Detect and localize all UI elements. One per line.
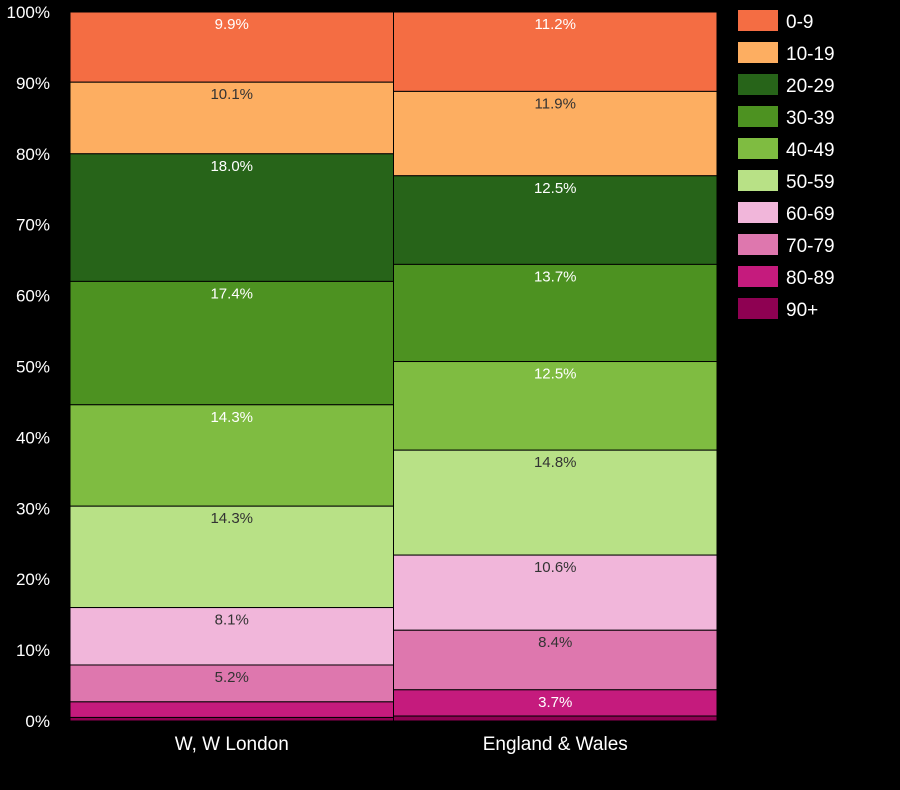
bar-segment (69, 81, 394, 155)
bar-value-label: 14.3% (210, 510, 253, 527)
y-tick-label: 30% (16, 499, 50, 518)
bar-segment (393, 554, 718, 631)
bar-segment (393, 689, 718, 717)
bar-value-label: 11.2% (535, 16, 576, 33)
legend-label: 70-79 (786, 236, 835, 257)
y-tick-label: 50% (16, 358, 50, 377)
legend: 0-9 10-19 20-29 30-39 40-49 50-59 60-69 70-79 80… (738, 10, 835, 321)
x-category-label: W, W London (175, 734, 289, 755)
bar-segment (69, 404, 394, 507)
y-tick-label: 10% (16, 641, 50, 660)
bar-value-label: 5.2% (215, 669, 249, 686)
legend-label: 60-69 (786, 204, 835, 225)
legend-label: 90+ (786, 300, 818, 321)
legend-swatch (738, 138, 778, 159)
bar-segment (393, 715, 718, 722)
bar-segment (393, 263, 718, 363)
bar-value-label: 8.4% (538, 634, 572, 651)
legend-swatch (738, 266, 778, 287)
legend-swatch (738, 106, 778, 127)
bar-segment (393, 175, 718, 265)
bar-value-label: 14.3% (210, 409, 253, 426)
bar-segment (393, 11, 718, 92)
bar-value-label: 18.0% (210, 158, 253, 175)
bar-value-label: 12.5% (534, 180, 577, 197)
legend-swatch (738, 42, 778, 63)
legend-label: 40-49 (786, 140, 835, 161)
bar-segment (393, 361, 718, 451)
legend-swatch (738, 234, 778, 255)
y-tick-label: 70% (16, 216, 50, 235)
bar-value-label: 13.7% (534, 268, 577, 285)
bar-value-label: 11.9% (535, 95, 576, 112)
bar-segment (69, 716, 394, 722)
y-tick-label: 90% (16, 74, 50, 93)
y-tick-label: 40% (16, 428, 50, 447)
bar-value-label: 17.4% (210, 285, 253, 302)
bar-value-label: 3.7% (538, 694, 572, 711)
bar-value-label: 9.9% (215, 16, 249, 33)
legend-swatch (738, 170, 778, 191)
bar-segment (69, 505, 394, 609)
bar-value-label: 10.1% (210, 86, 253, 103)
bar-value-label: 14.8% (534, 454, 577, 471)
bar-value-label: 8.1% (215, 612, 249, 629)
bar-segment (69, 153, 394, 282)
bars: 9.9% 10.1% 18.0% 17.4% 14.3% 14.3% 8.1% 5.2% 11.… (69, 11, 718, 722)
legend-label: 50-59 (786, 172, 835, 193)
legend-swatch (738, 298, 778, 319)
bar-segment (69, 701, 394, 718)
legend-label: 80-89 (786, 268, 835, 289)
y-tick-label: 60% (16, 287, 50, 306)
y-tick-label: 100% (7, 3, 50, 22)
bar-segment (69, 607, 394, 666)
legend-swatch (738, 10, 778, 31)
x-category-label: England & Wales (483, 734, 628, 755)
legend-label: 30-39 (786, 108, 835, 129)
y-tick-label: 20% (16, 570, 50, 589)
bar-segment (69, 11, 394, 83)
y-tick-label: 80% (16, 145, 50, 164)
legend-swatch (738, 202, 778, 223)
bar-value-label: 12.5% (534, 366, 577, 383)
bar-segment (393, 629, 718, 691)
bar-segment (393, 90, 718, 177)
legend-label: 10-19 (786, 44, 835, 65)
x-axis: W, W London England & Wales (70, 720, 717, 755)
legend-label: 0-9 (786, 12, 813, 33)
y-tick-label: 0% (25, 712, 50, 731)
bar-segment (393, 449, 718, 556)
legend-swatch (738, 74, 778, 95)
bar-value-label: 10.6% (534, 559, 577, 576)
legend-label: 20-29 (786, 76, 835, 97)
